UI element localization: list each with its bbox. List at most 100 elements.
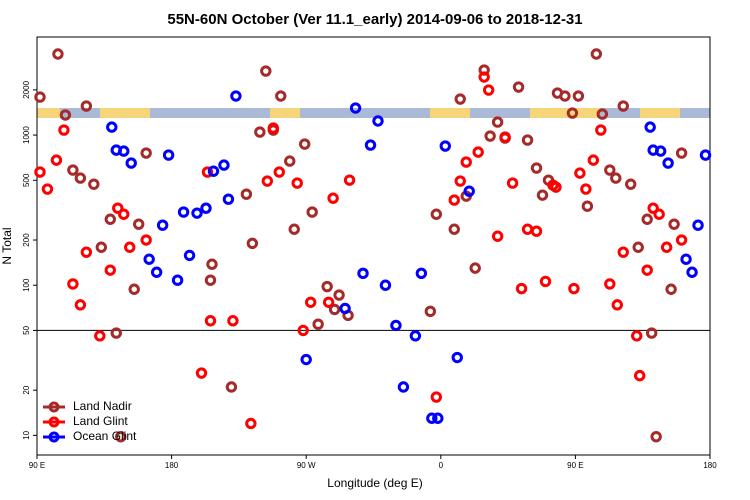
point	[227, 315, 239, 327]
point	[222, 193, 235, 205]
point	[409, 330, 422, 342]
point	[58, 124, 70, 136]
x-tick-label: 0	[439, 461, 444, 470]
point	[327, 192, 339, 204]
point	[95, 241, 108, 253]
point	[631, 330, 643, 342]
point	[52, 48, 64, 60]
coast-strip	[37, 108, 710, 118]
point	[530, 162, 543, 174]
point	[654, 145, 667, 157]
point	[183, 249, 196, 262]
point	[106, 121, 118, 133]
point	[67, 278, 79, 290]
point	[41, 183, 54, 195]
point	[322, 296, 335, 308]
point	[104, 213, 116, 225]
point	[617, 246, 629, 258]
point	[424, 305, 437, 318]
x-tick-label: 180	[703, 461, 717, 470]
legend-label: Land Nadir	[73, 399, 132, 413]
point	[469, 262, 481, 274]
point	[499, 131, 511, 143]
point	[110, 327, 122, 339]
point	[124, 241, 136, 253]
point	[156, 219, 169, 231]
point	[140, 234, 152, 246]
point	[536, 189, 549, 201]
point	[246, 237, 259, 250]
point	[662, 157, 674, 169]
point	[451, 351, 463, 364]
point	[339, 302, 351, 315]
point	[515, 282, 528, 295]
point	[617, 100, 629, 112]
point	[200, 202, 212, 214]
point	[430, 391, 443, 403]
point	[454, 93, 466, 105]
point	[611, 299, 623, 311]
point	[692, 219, 704, 231]
point	[204, 315, 217, 327]
point	[304, 296, 317, 308]
legend-marker	[48, 401, 60, 413]
chart-title: 55N-60N October (Ver 11.1_early) 2014-09…	[167, 11, 582, 28]
point	[275, 90, 287, 102]
point	[559, 90, 571, 102]
point	[432, 412, 444, 424]
point	[686, 266, 698, 278]
point	[267, 122, 279, 134]
y-axis-label: N Total	[0, 227, 14, 264]
legend-label: Land Glint	[73, 414, 128, 428]
point	[162, 149, 175, 161]
point	[288, 223, 300, 235]
point	[610, 172, 622, 184]
point	[604, 164, 616, 176]
point	[448, 194, 460, 206]
point	[230, 90, 242, 102]
point	[625, 178, 637, 190]
point	[128, 283, 140, 295]
point	[191, 207, 203, 219]
point	[297, 324, 309, 337]
point	[390, 319, 402, 332]
point	[306, 206, 318, 218]
point	[364, 139, 377, 151]
point	[312, 318, 324, 330]
x-tick-label: 180	[165, 461, 179, 470]
point	[596, 108, 609, 120]
point	[260, 65, 272, 77]
point	[595, 124, 607, 136]
point	[254, 126, 266, 138]
point	[675, 147, 688, 159]
y-tick-label: 20	[22, 385, 31, 394]
point	[539, 275, 552, 288]
point	[568, 282, 580, 295]
point	[653, 208, 665, 220]
point	[482, 84, 495, 96]
point	[112, 202, 124, 214]
point	[88, 178, 100, 190]
point	[357, 267, 369, 280]
point	[448, 223, 460, 235]
point	[50, 154, 63, 166]
y-tick-label: 2000	[22, 80, 31, 98]
point	[580, 183, 592, 195]
point	[115, 430, 127, 443]
point	[300, 353, 312, 366]
point	[150, 266, 163, 278]
point	[225, 381, 238, 393]
point	[472, 146, 484, 158]
point	[343, 174, 356, 186]
point	[299, 138, 311, 150]
point	[460, 156, 472, 168]
point	[550, 181, 562, 193]
point	[321, 280, 333, 293]
point	[34, 91, 46, 103]
point	[675, 234, 688, 246]
x-tick-label: 90 E	[567, 461, 583, 470]
point	[644, 121, 656, 133]
point	[680, 253, 692, 265]
point	[284, 155, 296, 167]
